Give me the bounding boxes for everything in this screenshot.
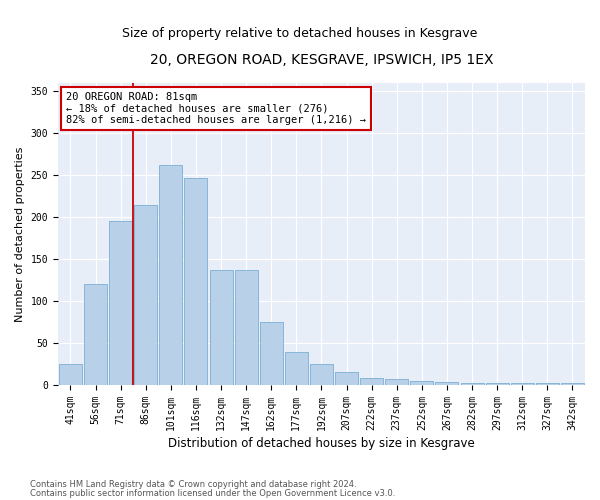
Bar [184, 178, 208, 385]
Bar [260, 322, 283, 385]
Bar [285, 352, 308, 385]
Bar [536, 384, 559, 385]
Text: Contains public sector information licensed under the Open Government Licence v3: Contains public sector information licen… [30, 488, 395, 498]
Bar [511, 384, 534, 385]
Text: 20 OREGON ROAD: 81sqm
← 18% of detached houses are smaller (276)
82% of semi-det: 20 OREGON ROAD: 81sqm ← 18% of detached … [66, 92, 366, 125]
Bar [385, 379, 408, 385]
Bar [310, 364, 333, 385]
Bar [84, 284, 107, 385]
Bar [485, 384, 509, 385]
Bar [109, 222, 132, 385]
Bar [160, 165, 182, 385]
Bar [360, 378, 383, 385]
Bar [335, 372, 358, 385]
Text: Size of property relative to detached houses in Kesgrave: Size of property relative to detached ho… [122, 28, 478, 40]
Bar [561, 384, 584, 385]
Title: 20, OREGON ROAD, KESGRAVE, IPSWICH, IP5 1EX: 20, OREGON ROAD, KESGRAVE, IPSWICH, IP5 … [150, 52, 493, 66]
Bar [410, 381, 433, 385]
Text: Contains HM Land Registry data © Crown copyright and database right 2024.: Contains HM Land Registry data © Crown c… [30, 480, 356, 489]
Bar [461, 382, 484, 385]
Bar [436, 382, 458, 385]
Bar [59, 364, 82, 385]
Y-axis label: Number of detached properties: Number of detached properties [15, 146, 25, 322]
X-axis label: Distribution of detached houses by size in Kesgrave: Distribution of detached houses by size … [168, 437, 475, 450]
Bar [209, 270, 233, 385]
Bar [235, 270, 257, 385]
Bar [134, 204, 157, 385]
